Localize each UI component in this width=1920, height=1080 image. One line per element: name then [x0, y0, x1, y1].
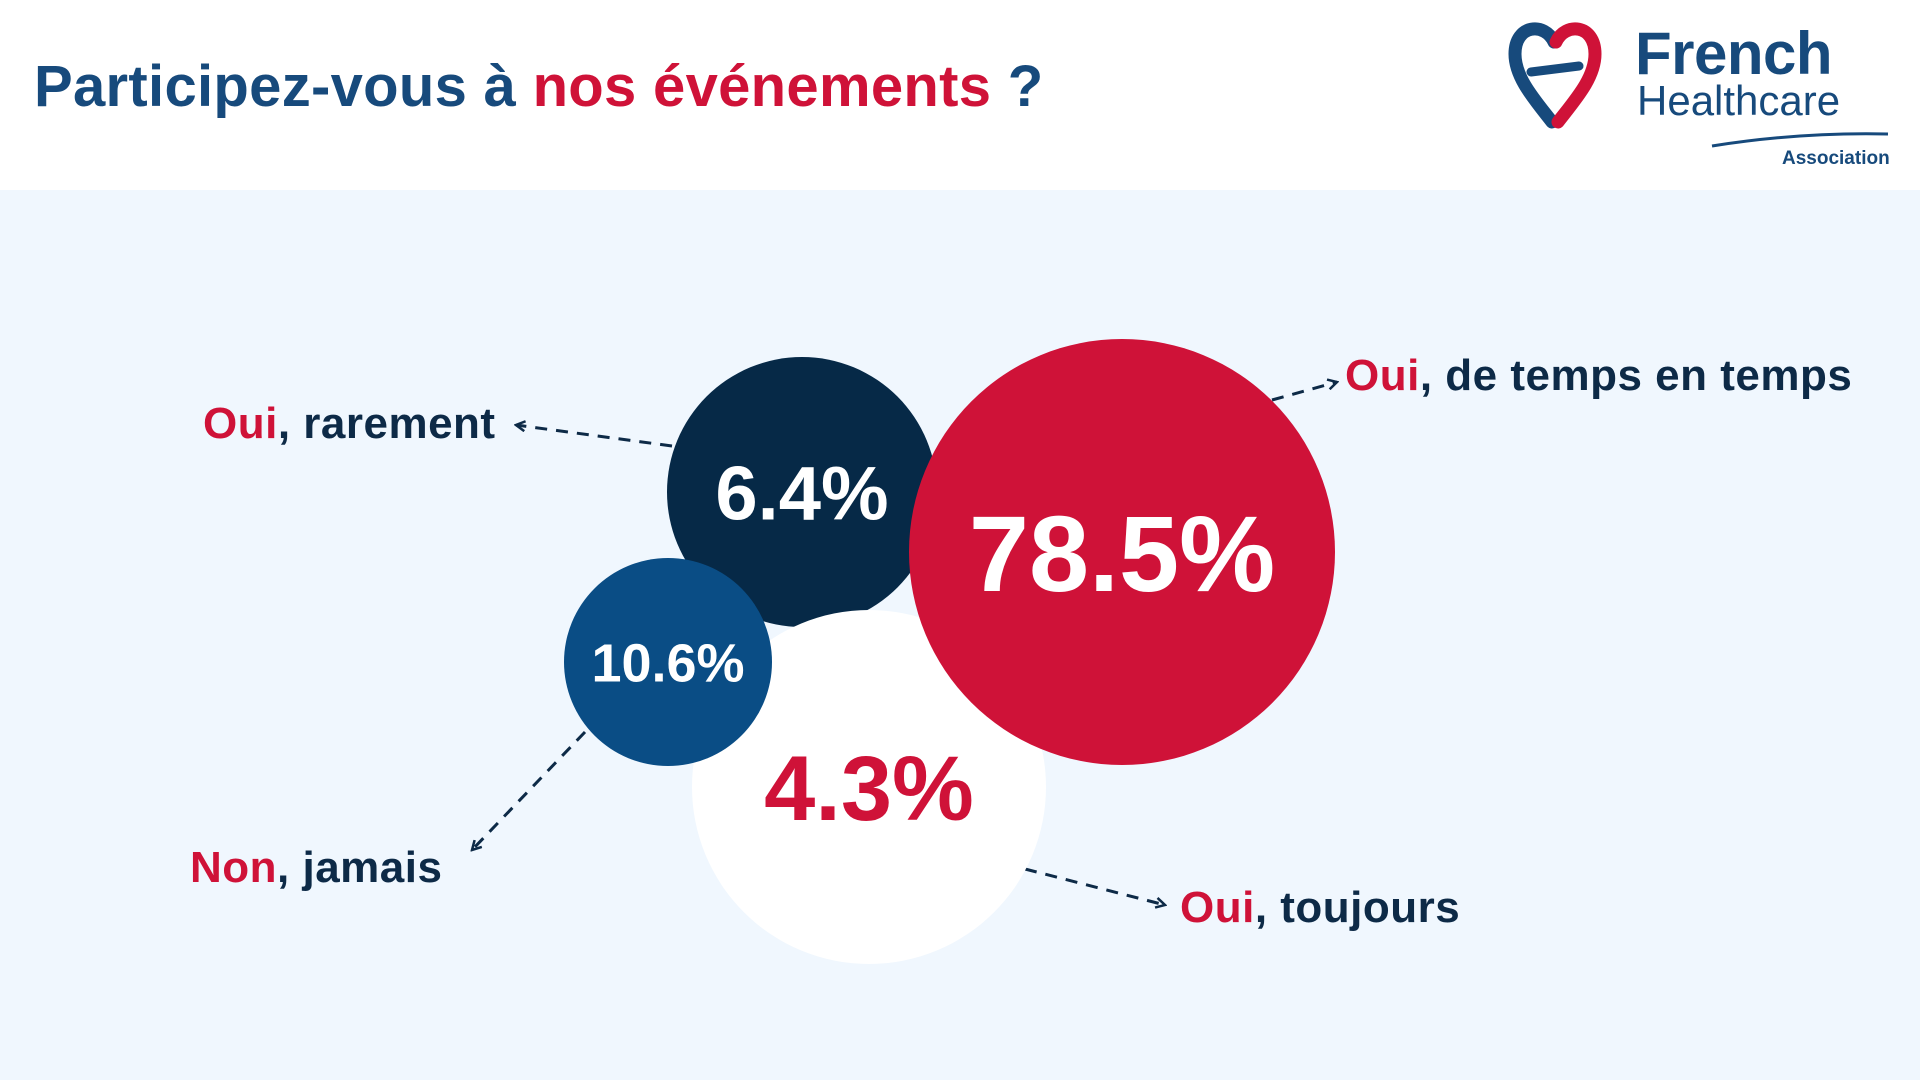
bubble-circle: [564, 558, 772, 766]
bubble-value-label: 10.6%: [591, 633, 744, 693]
connector-lines: [472, 382, 1337, 905]
bubble-circle: [692, 610, 1046, 964]
label-highlight: Oui: [1180, 883, 1255, 932]
label-text: , de temps en temps: [1419, 351, 1853, 400]
logo-swoosh: [1711, 132, 1889, 148]
title-part-3: ?: [991, 54, 1044, 119]
bubble-chart: 6.4% 4.3% 10.6% 78.5%: [0, 339, 1920, 964]
title-part-1: Participez-vous à: [34, 54, 533, 119]
bubble: 4.3%: [692, 610, 1046, 964]
bubble-circle: [667, 357, 937, 627]
category-label: Oui, de temps en temps: [1345, 350, 1852, 402]
connector-arrow: [472, 730, 587, 850]
bubbles: 6.4% 4.3% 10.6% 78.5%: [564, 339, 1335, 964]
bubble: 6.4%: [667, 357, 937, 627]
bubble-value-label: 6.4%: [715, 451, 888, 536]
label-text: , toujours: [1254, 883, 1461, 932]
heart-logo-icon: [1508, 22, 1602, 129]
label-text: , jamais: [277, 843, 443, 892]
label-text: , rarement: [277, 399, 496, 448]
logo-text-association: Association: [1782, 148, 1890, 169]
bubble-circle: [909, 339, 1335, 765]
title-part-2: nos événements: [532, 54, 992, 119]
label-highlight: Oui: [1345, 351, 1420, 400]
bubble: 78.5%: [909, 339, 1335, 765]
category-label: Oui, toujours: [1180, 882, 1460, 934]
connector-arrow: [516, 425, 673, 448]
label-highlight: Non: [190, 843, 278, 892]
logo-text-healthcare: Healthcare: [1637, 77, 1841, 124]
connector-arrow: [1271, 382, 1337, 402]
bubble: 10.6%: [564, 558, 772, 766]
page-title: Participez-vous à nos événements ?: [34, 52, 1043, 122]
bubble-value-label: 4.3%: [764, 738, 974, 840]
bubble-value-label: 78.5%: [969, 493, 1275, 614]
french-healthcare-logo: French Healthcare Association: [1505, 18, 1905, 178]
category-label: Non, jamais: [190, 842, 442, 894]
header: Participez-vous à nos événements ? Frenc…: [0, 0, 1920, 190]
category-label: Oui, rarement: [203, 398, 496, 450]
chart-area: 6.4% 4.3% 10.6% 78.5% Oui, de temps en temp…: [0, 190, 1920, 1080]
logo-text-french: French: [1635, 20, 1833, 87]
connector-arrow: [1024, 867, 1165, 905]
label-highlight: Oui: [203, 399, 278, 448]
